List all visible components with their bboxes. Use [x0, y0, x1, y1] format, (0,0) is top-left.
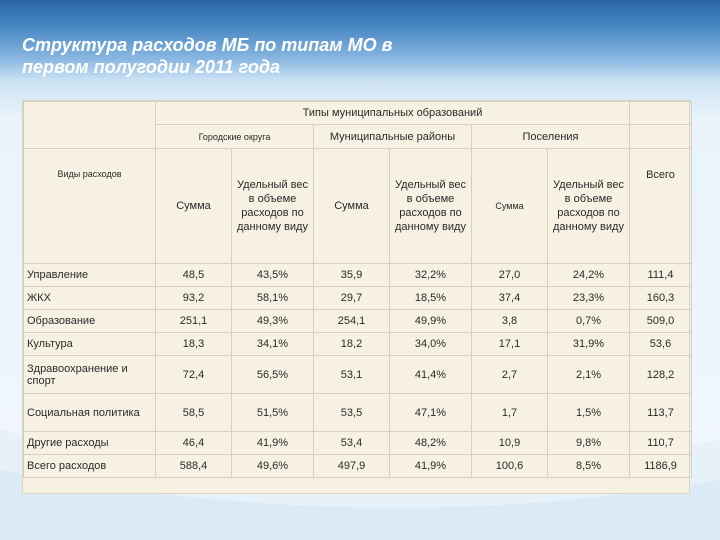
- header-share-settlement: Удельный вес в объеме расходов по данном…: [547, 148, 630, 264]
- table-cell: 10,9: [471, 431, 548, 455]
- table-cell: 41,9%: [231, 431, 314, 455]
- table-cell: 56,5%: [231, 355, 314, 394]
- slide-title: Структура расходов МБ по типам МО в перв…: [22, 34, 622, 78]
- header-type-city: Городские округа: [155, 124, 314, 149]
- table-cell: 588,4: [155, 454, 232, 478]
- table-cell: 49,3%: [231, 309, 314, 333]
- table-cell: 18,5%: [389, 286, 472, 310]
- table-cell: 58,5: [155, 393, 232, 432]
- table-row: Культура 18,3 34,1% 18,2 34,0% 17,1 31,9% 53,6: [23, 332, 692, 356]
- table-cell: 34,0%: [389, 332, 472, 356]
- table-cell: 53,6: [629, 332, 692, 356]
- row-label: Культура: [23, 332, 156, 356]
- header-sum-district: Сумма: [313, 148, 390, 264]
- table-cell: 3,8: [471, 309, 548, 333]
- table-cell: 47,1%: [389, 393, 472, 432]
- table-cell: 111,4: [629, 263, 692, 287]
- header-blank-right: [629, 101, 692, 125]
- row-label: ЖКХ: [23, 286, 156, 310]
- header-sum-settlement: Сумма: [471, 148, 548, 264]
- table-cell: 31,9%: [547, 332, 630, 356]
- table-row: Управление 48,5 43,5% 35,9 32,2% 27,0 24,2% 111…: [23, 263, 692, 287]
- table-cell: 48,5: [155, 263, 232, 287]
- table-cell: 72,4: [155, 355, 232, 394]
- table-cell: 100,6: [471, 454, 548, 478]
- table-cell: 254,1: [313, 309, 390, 333]
- table-cell: 43,5%: [231, 263, 314, 287]
- table-cell: 35,9: [313, 263, 390, 287]
- table-cell: 251,1: [155, 309, 232, 333]
- table-cell: 51,5%: [231, 393, 314, 432]
- header-sum-city: Сумма: [155, 148, 232, 264]
- title-line-1: Структура расходов МБ по типам МО в: [22, 35, 393, 55]
- header-mo-types: Типы муниципальных образований: [155, 101, 630, 125]
- header-blank-right-2: [629, 124, 692, 149]
- table-cell: 160,3: [629, 286, 692, 310]
- table-cell: 1,7: [471, 393, 548, 432]
- title-line-2: первом полугодии 2011 года: [22, 57, 280, 77]
- row-label: Всего расходов: [23, 454, 156, 478]
- row-label: Социальная политика: [23, 393, 156, 432]
- table-cell: 8,5%: [547, 454, 630, 478]
- table-cell: 1,5%: [547, 393, 630, 432]
- table-cell: 18,3: [155, 332, 232, 356]
- table-cell: 48,2%: [389, 431, 472, 455]
- expenses-table: Типы муниципальных образований Городские…: [23, 101, 692, 478]
- row-label: Управление: [23, 263, 156, 287]
- table-cell: 93,2: [155, 286, 232, 310]
- table-cell: 9,8%: [547, 431, 630, 455]
- table-cell: 0,7%: [547, 309, 630, 333]
- table-row: Другие расходы 46,4 41,9% 53,4 48,2% 10,9 9,8%…: [23, 431, 692, 455]
- header-type-district: Муниципальные районы: [313, 124, 472, 149]
- table-cell: 32,2%: [389, 263, 472, 287]
- table-cell: 37,4: [471, 286, 548, 310]
- table-cell: 128,2: [629, 355, 692, 394]
- table-row: ЖКХ 93,2 58,1% 29,7 18,5% 37,4 23,3% 160,3: [23, 286, 692, 310]
- header-total: Всего: [629, 148, 692, 264]
- header-share-city: Удельный вес в объеме расходов по данном…: [231, 148, 314, 264]
- table-cell: 53,4: [313, 431, 390, 455]
- table-cell: 110,7: [629, 431, 692, 455]
- table-cell: 497,9: [313, 454, 390, 478]
- table-cell: 41,9%: [389, 454, 472, 478]
- table-cell: 49,9%: [389, 309, 472, 333]
- table-cell: 2,1%: [547, 355, 630, 394]
- table-cell: 49,6%: [231, 454, 314, 478]
- table-row: Всего расходов 588,4 49,6% 497,9 41,9% 100,6 8…: [23, 454, 692, 478]
- table-cell: 53,1: [313, 355, 390, 394]
- table-cell: 1186,9: [629, 454, 692, 478]
- table-cell: 2,7: [471, 355, 548, 394]
- table-cell: 29,7: [313, 286, 390, 310]
- header-share-district: Удельный вес в объеме расходов по данном…: [389, 148, 472, 264]
- table-cell: 24,2%: [547, 263, 630, 287]
- header-expense-type: Виды расходов: [23, 148, 156, 264]
- table-cell: 41,4%: [389, 355, 472, 394]
- table-row: Образование 251,1 49,3% 254,1 49,9% 3,8 0,7% 50…: [23, 309, 692, 333]
- table-cell: 23,3%: [547, 286, 630, 310]
- table-row: Здравоохранение и спорт 72,4 56,5% 53,1 41,4…: [23, 355, 692, 394]
- expenses-table-container: Типы муниципальных образований Городские…: [22, 100, 692, 494]
- table-cell: 18,2: [313, 332, 390, 356]
- table-cell: 58,1%: [231, 286, 314, 310]
- row-label: Здравоохранение и спорт: [23, 355, 156, 394]
- table-cell: 53,5: [313, 393, 390, 432]
- row-label: Другие расходы: [23, 431, 156, 455]
- table-cell: 17,1: [471, 332, 548, 356]
- header-blank: [23, 101, 156, 149]
- table-cell: 34,1%: [231, 332, 314, 356]
- table-cell: 509,0: [629, 309, 692, 333]
- header-type-settlement: Поселения: [471, 124, 630, 149]
- table-cell: 27,0: [471, 263, 548, 287]
- table-row: Социальная политика 58,5 51,5% 53,5 47,1% 1,7…: [23, 393, 692, 432]
- table-cell: 113,7: [629, 393, 692, 432]
- row-label: Образование: [23, 309, 156, 333]
- table-cell: 46,4: [155, 431, 232, 455]
